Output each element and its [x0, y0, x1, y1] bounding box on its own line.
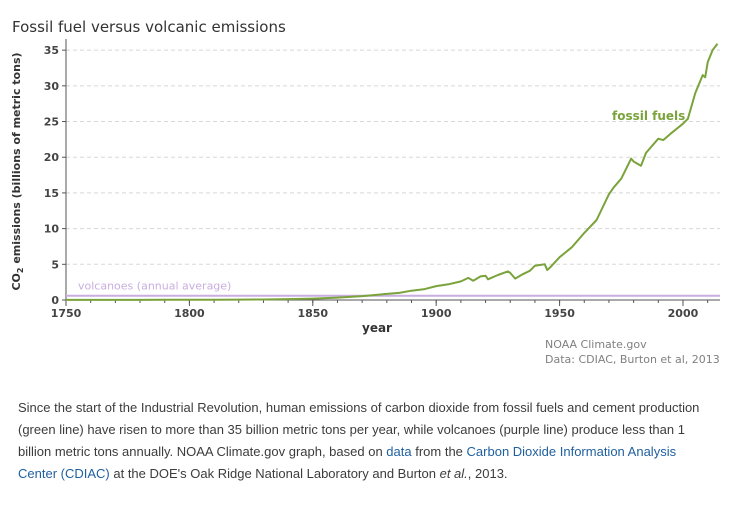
y-tick-label: 30 [44, 80, 60, 93]
y-tick-label: 5 [51, 258, 59, 271]
fossil-fuel-label: fossil fuels [612, 109, 685, 123]
y-tick-label: 10 [44, 223, 60, 236]
fossil-fuel-line [66, 43, 719, 301]
chart-credit: NOAA Climate.gov Data: CDIAC, Burton et … [545, 337, 720, 367]
credit-line: Data: CDIAC, Burton et al, 2013 [545, 353, 720, 366]
y-tick-label: 0 [51, 294, 59, 307]
chart-title: Fossil fuel versus volcanic emissions [12, 18, 286, 36]
x-tick-label: 1800 [174, 307, 205, 320]
y-axis-label: CO2 emissions (billions of metric tons) [10, 52, 25, 290]
data-link[interactable]: data [386, 444, 412, 459]
x-tick-label: 1900 [421, 307, 452, 320]
chart-svg: 0 5 10 15 20 25 30 35 1750 1800 1850 1900 1950 2000 ye… [10, 39, 720, 335]
caption-et-al: et al. [439, 466, 468, 481]
x-axis-label: year [362, 321, 392, 335]
y-tick-label: 15 [44, 187, 59, 200]
y-tick-label: 35 [44, 44, 59, 57]
chart-figure: Fossil fuel versus volcanic emissions 0 5… [10, 18, 720, 367]
y-tick-label: 20 [44, 151, 60, 164]
volcano-label: volcanoes (annual average) [78, 280, 231, 293]
caption-text: , 2013. [467, 466, 508, 481]
cdiac-link[interactable]: Carbon Dioxide Information Analysis Cent… [18, 444, 677, 481]
caption-text: at the DOE's Oak Ridge National Laborato… [109, 466, 440, 481]
caption-text: Since the start of the Industrial Revolu… [18, 400, 700, 459]
x-tick-label: 1950 [544, 307, 575, 320]
figure-caption: Since the start of the Industrial Revolu… [18, 397, 718, 485]
x-tick-label: 2000 [668, 307, 699, 320]
credit-line: NOAA Climate.gov [545, 338, 647, 351]
y-tick-label: 25 [44, 116, 59, 129]
caption-text: from the [411, 444, 467, 459]
x-tick-label: 1750 [51, 307, 82, 320]
x-tick-label: 1850 [297, 307, 328, 320]
